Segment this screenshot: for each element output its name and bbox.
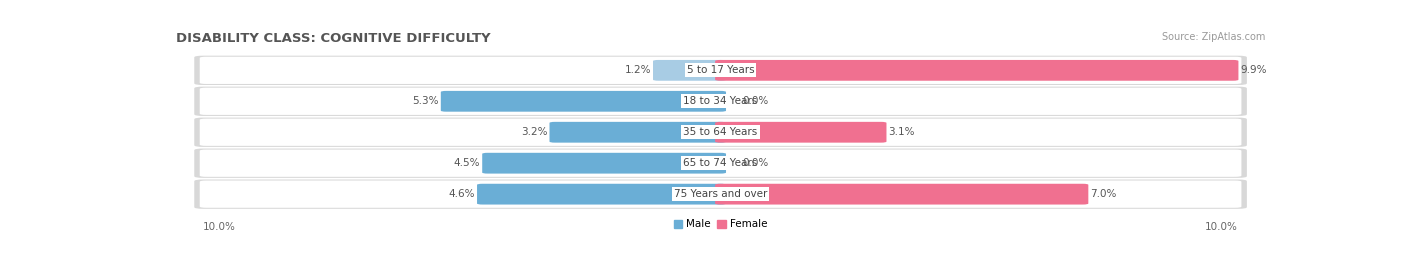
FancyBboxPatch shape bbox=[477, 184, 725, 204]
FancyBboxPatch shape bbox=[441, 91, 725, 112]
Text: 7.0%: 7.0% bbox=[1091, 189, 1116, 199]
Text: 1.2%: 1.2% bbox=[624, 65, 651, 75]
Text: Source: ZipAtlas.com: Source: ZipAtlas.com bbox=[1161, 32, 1265, 42]
Text: 10.0%: 10.0% bbox=[1205, 222, 1239, 232]
Text: 18 to 34 Years: 18 to 34 Years bbox=[683, 96, 758, 106]
FancyBboxPatch shape bbox=[652, 60, 725, 81]
Text: DISABILITY CLASS: COGNITIVE DIFFICULTY: DISABILITY CLASS: COGNITIVE DIFFICULTY bbox=[176, 32, 491, 45]
Text: 4.6%: 4.6% bbox=[449, 189, 475, 199]
Text: 4.5%: 4.5% bbox=[454, 158, 479, 168]
Text: 35 to 64 Years: 35 to 64 Years bbox=[683, 127, 758, 137]
FancyBboxPatch shape bbox=[200, 150, 1241, 177]
FancyBboxPatch shape bbox=[194, 148, 1247, 178]
Text: 10.0%: 10.0% bbox=[202, 222, 236, 232]
Text: 75 Years and over: 75 Years and over bbox=[673, 189, 768, 199]
Text: 3.2%: 3.2% bbox=[520, 127, 547, 137]
Text: 3.1%: 3.1% bbox=[889, 127, 915, 137]
Legend: Male, Female: Male, Female bbox=[669, 215, 772, 233]
Text: 0.0%: 0.0% bbox=[742, 96, 769, 106]
FancyBboxPatch shape bbox=[482, 153, 725, 174]
Text: 65 to 74 Years: 65 to 74 Years bbox=[683, 158, 758, 168]
FancyBboxPatch shape bbox=[194, 56, 1247, 85]
FancyBboxPatch shape bbox=[200, 119, 1241, 146]
FancyBboxPatch shape bbox=[194, 118, 1247, 147]
FancyBboxPatch shape bbox=[716, 184, 1088, 204]
Text: 9.9%: 9.9% bbox=[1240, 65, 1267, 75]
FancyBboxPatch shape bbox=[550, 122, 725, 143]
FancyBboxPatch shape bbox=[200, 181, 1241, 208]
FancyBboxPatch shape bbox=[194, 87, 1247, 116]
FancyBboxPatch shape bbox=[716, 122, 886, 143]
FancyBboxPatch shape bbox=[200, 88, 1241, 115]
Text: 0.0%: 0.0% bbox=[742, 158, 769, 168]
Text: 5 to 17 Years: 5 to 17 Years bbox=[686, 65, 755, 75]
FancyBboxPatch shape bbox=[200, 57, 1241, 84]
FancyBboxPatch shape bbox=[716, 60, 1239, 81]
FancyBboxPatch shape bbox=[194, 180, 1247, 209]
Text: 5.3%: 5.3% bbox=[412, 96, 439, 106]
